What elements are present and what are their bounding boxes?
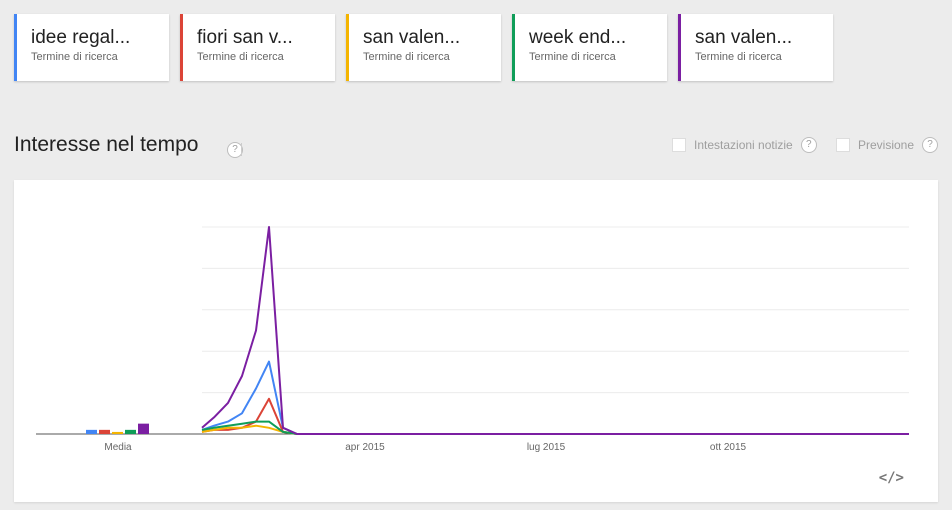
- x-tick-label: ott 2015: [710, 442, 747, 453]
- search-term-card-2[interactable]: fiori san v... Termine di ricerca: [180, 14, 335, 81]
- embed-code-icon[interactable]: </>: [878, 470, 904, 486]
- forecast-label: Previsione: [858, 138, 915, 152]
- line-chart[interactable]: Media apr 2015 lug 2015 ott 2015: [14, 180, 938, 502]
- series-line: [201, 226, 909, 435]
- search-term-label: idee regal...: [31, 27, 131, 48]
- forecast-checkbox[interactable]: [836, 138, 850, 152]
- forecast-option: Previsione ?: [836, 137, 939, 153]
- search-term-card-5[interactable]: san valen... Termine di ricerca: [678, 14, 833, 81]
- series-color-bar: [346, 14, 349, 81]
- search-term-type: Termine di ricerca: [695, 51, 782, 63]
- series-color-bar: [14, 14, 17, 81]
- search-term-card-1[interactable]: idee regal... Termine di ricerca: [14, 14, 169, 81]
- series-line: [201, 424, 909, 435]
- search-term-label: fiori san v...: [197, 27, 293, 48]
- average-bar: [112, 431, 123, 434]
- search-term-label: san valen...: [363, 27, 461, 48]
- search-term-card-3[interactable]: san valen... Termine di ricerca: [346, 14, 501, 81]
- series-color-bar: [180, 14, 183, 81]
- section-title: Interesse nel tempo: [14, 133, 199, 156]
- divider: [241, 143, 242, 156]
- search-term-label: san valen...: [695, 27, 793, 48]
- average-bar: [125, 429, 136, 434]
- series-color-bar: [678, 14, 681, 81]
- search-term-label: week end...: [529, 27, 627, 48]
- average-label: Media: [104, 442, 132, 453]
- help-icon[interactable]: ?: [922, 137, 939, 153]
- help-icon[interactable]: ?: [800, 137, 817, 153]
- series-line: [201, 360, 909, 435]
- average-bar: [86, 429, 97, 434]
- search-term-type: Termine di ricerca: [197, 51, 284, 63]
- help-icon[interactable]: ?: [227, 142, 243, 158]
- x-tick-label: apr 2015: [345, 442, 385, 453]
- search-term-card-4[interactable]: week end... Termine di ricerca: [512, 14, 667, 81]
- series-color-bar: [512, 14, 515, 81]
- series-line: [201, 397, 909, 435]
- search-term-type: Termine di ricerca: [529, 51, 616, 63]
- series-line: [201, 420, 909, 435]
- interest-over-time-chart: Media apr 2015 lug 2015 ott 2015 </>: [14, 180, 938, 502]
- x-tick-label: lug 2015: [527, 442, 566, 453]
- search-term-type: Termine di ricerca: [363, 51, 450, 63]
- news-headlines-checkbox[interactable]: [672, 138, 686, 152]
- average-bar: [138, 423, 149, 434]
- news-headlines-option: Intestazioni notizie ?: [672, 137, 817, 153]
- average-bar: [99, 429, 110, 434]
- news-headlines-label: Intestazioni notizie: [694, 138, 793, 152]
- search-term-type: Termine di ricerca: [31, 51, 118, 63]
- search-term-cards: idee regal... Termine di ricerca fiori sa…: [14, 14, 833, 81]
